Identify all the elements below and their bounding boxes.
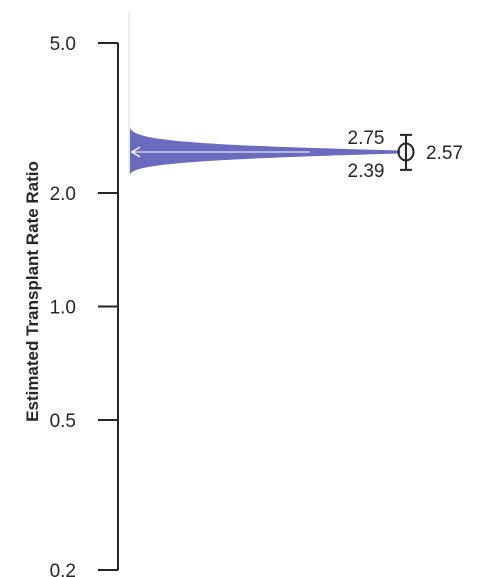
distribution-violin — [130, 127, 400, 175]
estimate-marker — [397, 133, 415, 171]
y-tick-label: 2.0 — [50, 184, 76, 205]
interval-upper-label: 2.75 — [348, 128, 385, 149]
interval-lower-label: 2.39 — [348, 161, 385, 182]
y-axis-label: Estimated Transplant Rate Ratio — [23, 161, 42, 422]
y-tick-label: 0.5 — [50, 411, 76, 432]
y-axis: 0.2 0.5 1.0 2.0 5.0 Estimated Transplant Rat… — [23, 34, 119, 577]
plot-area — [128, 12, 400, 175]
y-tick-label: 1.0 — [50, 298, 76, 319]
y-ticks: 0.2 0.5 1.0 2.0 5.0 — [50, 34, 118, 577]
annotations: 2.75 2.39 2.57 — [348, 128, 463, 182]
estimate-point — [397, 142, 415, 162]
y-tick-label: 0.2 — [50, 561, 76, 577]
y-tick-label: 5.0 — [50, 34, 76, 55]
estimate-label: 2.57 — [426, 143, 463, 164]
